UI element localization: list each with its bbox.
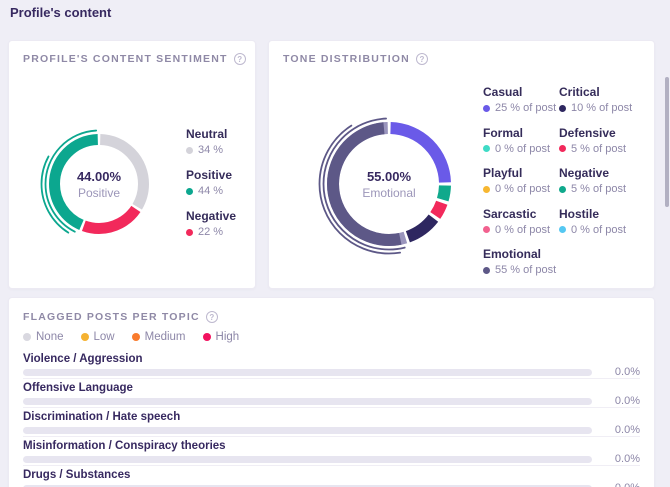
topic-row-violence: Violence / Aggression 0.0% [23, 350, 640, 379]
critical-dot [559, 104, 566, 112]
low-dot [80, 333, 89, 341]
casual-dot [483, 104, 490, 112]
severity-legend-high[interactable]: High [202, 331, 239, 343]
severity-legend: None Low Medium High [23, 331, 640, 343]
vertical-scrollbar-thumb[interactable] [665, 77, 669, 207]
legend-item-defensive[interactable]: Defensive 5 % of post [559, 125, 627, 155]
topic-bar-track [23, 426, 592, 434]
legend-item-neutral[interactable]: Neutral 34 % [186, 127, 228, 156]
topic-value: 0.0% [614, 453, 640, 465]
help-icon[interactable]: ? [415, 53, 428, 65]
legend-item-formal[interactable]: Formal 0 % of post [483, 125, 551, 155]
legend-item-negative[interactable]: Negative 22 % [186, 209, 237, 238]
topic-value: 0.0% [614, 395, 640, 407]
negative-tone-dot [559, 185, 566, 193]
severity-legend-low[interactable]: Low [80, 331, 115, 343]
topic-value: 0.0% [614, 366, 640, 378]
emotional-dot [483, 266, 490, 274]
help-icon[interactable]: ? [233, 53, 246, 65]
topic-row-drugs: Drugs / Substances 0.0% [23, 466, 640, 487]
tone-donut-chart[interactable]: 55.00% Emotional [314, 109, 464, 259]
medium-dot [131, 333, 140, 341]
flagged-posts-panel: FLAGGED POSTS PER TOPIC ? None Low Mediu… [8, 297, 655, 487]
defensive-dot [559, 145, 566, 152]
legend-item-hostile[interactable]: Hostile 0 % of post [559, 206, 627, 236]
sarcastic-dot [483, 226, 490, 233]
sentiment-donut-chart[interactable]: 44.00% Positive [34, 119, 164, 249]
legend-item-positive[interactable]: Positive 44 % [186, 168, 233, 197]
page-title: Profile's content [10, 5, 112, 20]
topic-row-offensive: Offensive Language 0.0% [23, 379, 640, 408]
sentiment-panel: PROFILE'S CONTENT SENTIMENT ? 44.00% Pos… [8, 40, 256, 289]
flagged-panel-title: FLAGGED POSTS PER TOPIC [23, 311, 200, 323]
tone-legend-left-column: Casual 25 % of post Formal 0 % of post P… [483, 85, 557, 288]
hostile-dot [559, 226, 566, 233]
topic-bar-track [23, 484, 592, 487]
negative-dot [186, 228, 193, 236]
sentiment-legend: Neutral 34 % Positive 44 % Negative 22 % [186, 127, 236, 250]
tone-legend-right-column: Critical 10 % of post Defensive 5 % of p… [559, 85, 651, 247]
tone-panel-title: TONE DISTRIBUTION [283, 53, 410, 65]
topic-row-misinformation: Misinformation / Conspiracy theories 0.0… [23, 437, 640, 466]
legend-item-casual[interactable]: Casual 25 % of post [483, 85, 557, 114]
formal-dot [483, 145, 490, 152]
sentiment-panel-title: PROFILE'S CONTENT SENTIMENT [23, 53, 228, 65]
topic-value: 0.0% [602, 483, 640, 487]
none-dot [23, 333, 31, 341]
playful-dot [483, 185, 490, 193]
help-icon[interactable]: ? [205, 311, 218, 323]
neutral-dot [186, 146, 193, 154]
legend-item-playful[interactable]: Playful 0 % of post [483, 166, 551, 195]
topics-list: Violence / Aggression 0.0% Offensive Lan… [23, 350, 640, 487]
severity-legend-medium[interactable]: Medium [131, 331, 186, 343]
positive-dot [186, 187, 193, 195]
topic-bar-track [23, 455, 592, 463]
topic-row-discrimination: Discrimination / Hate speech 0.0% [23, 408, 640, 437]
topic-value: 0.0% [614, 424, 640, 436]
tone-panel: TONE DISTRIBUTION ? 55.00% Emotional Cas… [268, 40, 655, 289]
legend-item-sarcastic[interactable]: Sarcastic 0 % of post [483, 206, 551, 236]
topic-bar-track [23, 397, 592, 405]
legend-item-negative-tone[interactable]: Negative 5 % of post [559, 166, 627, 195]
topic-bar-track [23, 368, 592, 376]
high-dot [202, 333, 211, 341]
severity-legend-none[interactable]: None [23, 331, 64, 343]
legend-item-critical[interactable]: Critical 10 % of post [559, 85, 633, 114]
legend-item-emotional[interactable]: Emotional 55 % of post [483, 247, 557, 276]
